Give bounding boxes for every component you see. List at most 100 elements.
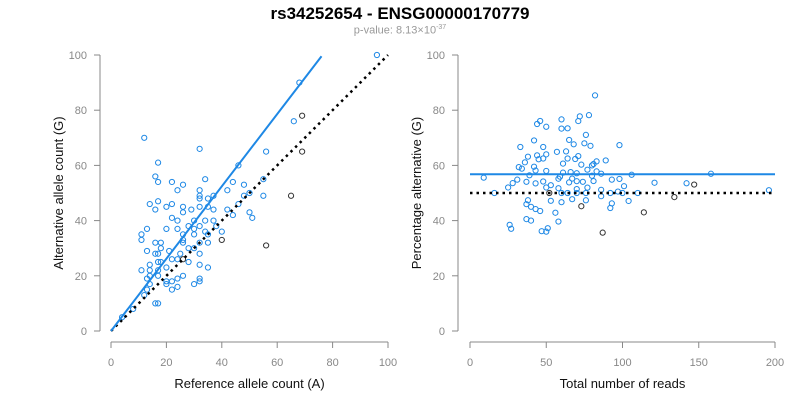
x-tick-label: 50 xyxy=(540,357,552,369)
data-point-blue xyxy=(534,152,541,159)
data-point-blue xyxy=(177,250,184,257)
data-point-blue xyxy=(559,169,567,176)
y-tick-label: 100 xyxy=(427,50,445,62)
data-point-dark xyxy=(599,229,606,236)
data-point-blue xyxy=(552,209,559,216)
data-point-dark xyxy=(640,209,647,216)
data-point-blue xyxy=(518,165,525,172)
x-tick-label: 0 xyxy=(467,357,473,369)
data-point-blue xyxy=(480,174,487,181)
data-point-blue xyxy=(598,193,605,200)
data-point-blue xyxy=(575,117,582,125)
data-point-blue xyxy=(143,286,151,293)
data-point-blue xyxy=(582,131,590,138)
data-point-blue xyxy=(616,175,623,183)
data-point-blue xyxy=(588,172,596,179)
data-point-blue xyxy=(765,187,773,194)
y-tick-label: 0 xyxy=(81,326,87,338)
data-point-dark xyxy=(299,148,306,155)
data-point-blue xyxy=(152,173,159,180)
x-axis-label: Reference allele count (A) xyxy=(174,376,324,391)
x-tick-label: 100 xyxy=(379,357,397,369)
p-value-exponent: -37 xyxy=(436,24,447,31)
x-axis-label: Total number of reads xyxy=(560,376,686,391)
data-point-blue xyxy=(163,264,170,271)
y-tick-label: 60 xyxy=(75,160,87,172)
data-point-blue xyxy=(154,250,162,257)
data-point-blue xyxy=(607,204,614,212)
data-point-dark xyxy=(546,189,553,197)
data-point-blue xyxy=(146,200,153,208)
data-point-blue xyxy=(263,148,270,155)
data-point-blue xyxy=(524,153,532,160)
data-point-blue xyxy=(608,176,615,183)
data-point-blue xyxy=(246,189,253,197)
data-point-blue xyxy=(204,195,212,202)
data-point-blue xyxy=(683,180,690,187)
x-tick-label: 0 xyxy=(108,357,114,369)
data-point-blue xyxy=(260,176,267,183)
data-point-blue xyxy=(523,201,530,208)
x-tick-label: 100 xyxy=(613,357,631,369)
data-point-blue xyxy=(196,145,203,152)
data-point-blue xyxy=(235,200,242,208)
data-point-blue xyxy=(138,236,145,244)
data-point-blue xyxy=(191,231,198,238)
data-point-blue xyxy=(141,134,148,141)
data-point-blue xyxy=(154,178,162,186)
data-point-blue xyxy=(154,300,162,307)
data-point-dark xyxy=(691,181,698,188)
data-point-blue xyxy=(540,155,547,162)
data-point-blue xyxy=(204,264,212,271)
data-point-blue xyxy=(229,211,236,219)
data-point-dark xyxy=(263,242,270,249)
data-point-blue xyxy=(191,280,198,288)
data-point-blue xyxy=(587,142,594,149)
data-point-blue xyxy=(585,112,593,119)
x-tick-label: 200 xyxy=(766,357,784,369)
data-point-blue xyxy=(524,197,532,204)
data-point-blue xyxy=(246,209,253,216)
data-point-blue xyxy=(569,175,576,182)
data-point-blue xyxy=(527,203,535,210)
data-point-blue xyxy=(143,225,151,232)
data-point-blue xyxy=(553,148,561,155)
data-point-blue xyxy=(544,225,551,232)
data-point-blue xyxy=(569,196,576,203)
data-point-blue xyxy=(530,137,538,144)
data-point-blue xyxy=(146,267,153,274)
data-point-blue xyxy=(210,206,217,213)
data-point-blue xyxy=(218,228,225,235)
data-point-dark xyxy=(218,236,225,244)
data-point-blue xyxy=(534,120,541,128)
data-point-blue xyxy=(588,162,596,169)
data-point-blue xyxy=(532,180,539,187)
x-tick-label: 40 xyxy=(216,357,228,369)
data-point-blue xyxy=(523,178,530,185)
data-point-blue xyxy=(584,184,591,191)
data-point-blue xyxy=(572,155,579,163)
data-point-blue xyxy=(163,280,170,288)
data-point-blue xyxy=(620,183,628,190)
data-point-blue xyxy=(188,206,195,213)
data-point-blue xyxy=(555,218,562,225)
y-axis-label: Percentage alternative (G) xyxy=(409,117,424,269)
data-point-blue xyxy=(154,272,162,279)
data-point-blue xyxy=(521,159,529,166)
data-point-blue xyxy=(543,228,550,235)
data-point-blue xyxy=(373,51,381,59)
data-point-blue xyxy=(168,214,176,221)
chart-subtitle: p-value: 8.13×10-37 xyxy=(0,24,800,37)
reference-line xyxy=(110,54,389,332)
y-tick-label: 20 xyxy=(433,271,445,283)
data-point-blue xyxy=(138,231,145,238)
data-point-blue xyxy=(157,239,164,246)
data-point-blue xyxy=(578,161,585,168)
data-point-blue xyxy=(179,239,187,246)
data-point-blue xyxy=(191,225,198,232)
data-point-blue xyxy=(523,216,530,223)
data-point-blue xyxy=(543,184,550,191)
data-point-blue xyxy=(196,195,203,202)
data-point-blue xyxy=(202,217,209,224)
